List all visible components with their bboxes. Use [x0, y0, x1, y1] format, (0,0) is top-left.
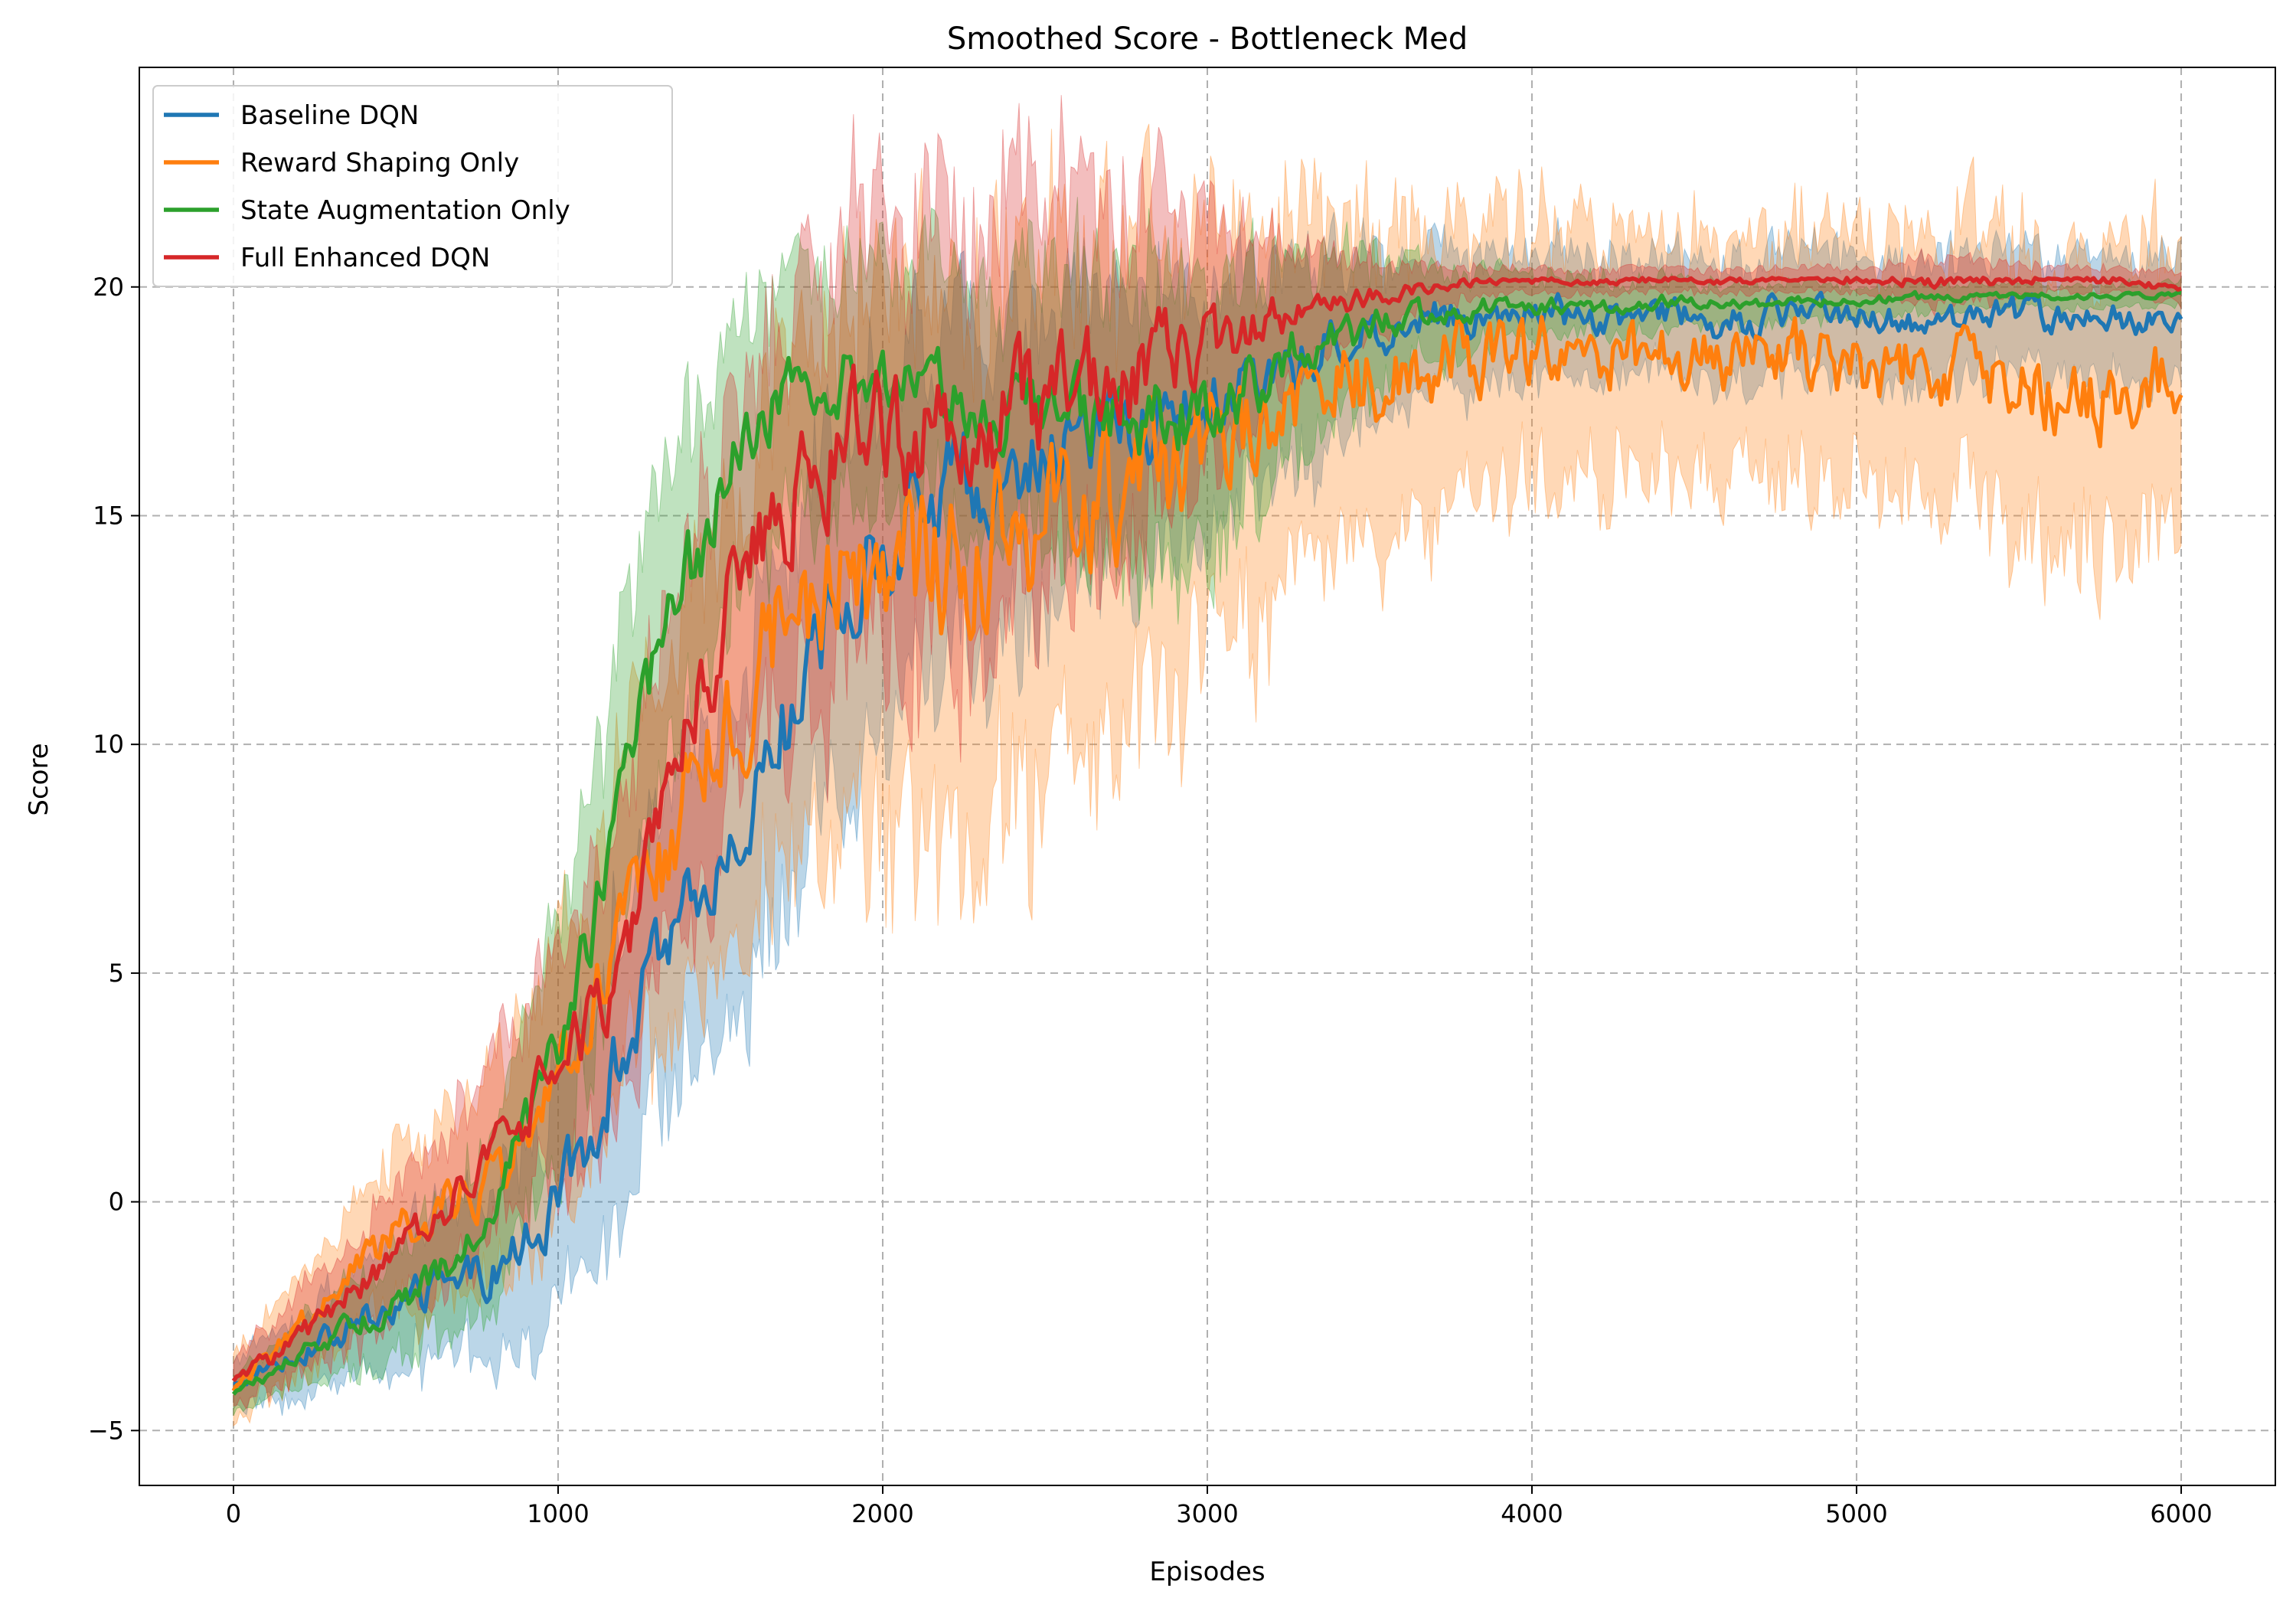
y-tick-label: 0: [109, 1188, 124, 1217]
x-tick-label: 6000: [2150, 1499, 2212, 1528]
y-tick-label: 10: [93, 730, 124, 759]
series-band-2: [233, 123, 2182, 1427]
legend: Baseline DQN Reward Shaping Only State Aug…: [152, 85, 673, 287]
x-tick-label: 5000: [1825, 1499, 1887, 1528]
y-tick-label: −5: [88, 1416, 124, 1445]
series-band-3: [233, 197, 2182, 1417]
tick-layer: 0 1000 2000 3000 4000 5000 6000 −5 0 5 10 15 20: [88, 273, 2213, 1528]
y-axis-label: Score: [24, 743, 54, 815]
y-tick-label: 20: [93, 273, 124, 302]
x-tick-label: 3000: [1176, 1499, 1238, 1528]
line-layer: [231, 276, 2183, 1396]
x-tick-label: 0: [226, 1499, 241, 1528]
y-tick-label: 5: [109, 959, 124, 988]
x-tick-label: 1000: [527, 1499, 589, 1528]
x-tick-label: 4000: [1501, 1499, 1563, 1528]
legend-label: Baseline DQN: [240, 100, 419, 131]
legend-box: [152, 85, 673, 287]
legend-label: State Augmentation Only: [240, 195, 570, 226]
series-line-2: [231, 315, 2183, 1392]
legend-label: Full Enhanced DQN: [240, 243, 490, 273]
chart-title: Smoothed Score - Bottleneck Med: [947, 21, 1468, 57]
series-line-4: [231, 276, 2182, 1383]
x-tick-label: 2000: [851, 1499, 913, 1528]
x-axis-label: Episodes: [1149, 1557, 1265, 1587]
legend-label: Reward Shaping Only: [240, 148, 519, 178]
series-line-3: [231, 289, 2182, 1396]
y-tick-label: 15: [93, 501, 124, 530]
